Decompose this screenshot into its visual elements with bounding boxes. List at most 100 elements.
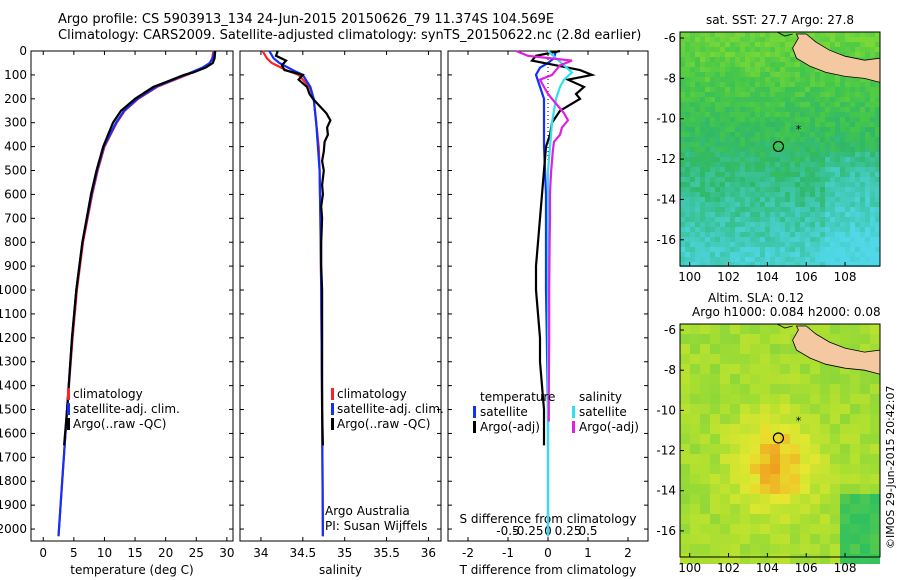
map-cell [810, 192, 815, 197]
map-cell [835, 187, 840, 192]
map-cell [820, 72, 825, 77]
map-cell [820, 262, 825, 267]
map-cell [790, 82, 795, 87]
map-cell [800, 434, 810, 444]
map-cell [725, 117, 730, 122]
map-cell [780, 217, 785, 222]
map-cell [815, 102, 820, 107]
map-cell [720, 72, 725, 77]
map-cell [710, 324, 720, 334]
map-cell [810, 324, 820, 334]
map-cell [720, 334, 730, 344]
map-y-tick-label: -6 [664, 323, 676, 337]
map-cell [860, 434, 870, 444]
map-cell [775, 247, 780, 252]
map-cell [800, 404, 810, 414]
map-cell [755, 257, 760, 262]
y-tick-label: 700 [4, 211, 27, 225]
map-cell [780, 87, 785, 92]
map-cell [685, 87, 690, 92]
map-cell [790, 92, 795, 97]
map-cell [840, 524, 850, 534]
map-cell [750, 494, 760, 504]
map-cell [695, 157, 700, 162]
map-cell [800, 484, 810, 494]
map-cell [710, 107, 715, 112]
map-cell [750, 484, 760, 494]
map-cell [845, 82, 850, 87]
map-cell [710, 77, 715, 82]
map-cell [760, 152, 765, 157]
map-cell [720, 232, 725, 237]
map-cell [840, 534, 850, 544]
map-cell [740, 424, 750, 434]
map-cell [810, 142, 815, 147]
map-cell [740, 52, 745, 57]
map-cell [780, 67, 785, 72]
map-cell [750, 444, 760, 454]
map-cell [680, 152, 685, 157]
map-cell [815, 182, 820, 187]
map-cell [830, 42, 835, 47]
map-cell [755, 222, 760, 227]
map-cell [720, 237, 725, 242]
map-cell [835, 82, 840, 87]
map-cell [850, 334, 860, 344]
map-cell [745, 67, 750, 72]
map-cell [735, 92, 740, 97]
map-cell [780, 52, 785, 57]
map-y-tick-label: -6 [664, 31, 676, 45]
map-cell [775, 77, 780, 82]
map-cell [875, 167, 880, 172]
map-cell [760, 217, 765, 222]
map-cell [820, 117, 825, 122]
map-cell [755, 247, 760, 252]
map-cell [760, 464, 770, 474]
map-cell [805, 162, 810, 167]
map-cell [860, 444, 870, 454]
map-cell [855, 142, 860, 147]
y-tick-label: 600 [4, 187, 27, 201]
map-cell [705, 192, 710, 197]
map-cell [850, 242, 855, 247]
map-cell [870, 247, 875, 252]
map-cell [830, 197, 835, 202]
map-cell [850, 117, 855, 122]
map-cell [710, 262, 715, 267]
map-cell [795, 132, 800, 137]
map-cell [720, 504, 730, 514]
map-cell [865, 232, 870, 237]
map-cell [820, 222, 825, 227]
map-cell [830, 182, 835, 187]
map-cell [700, 334, 710, 344]
map-cell [855, 42, 860, 47]
map-cell [850, 137, 855, 142]
map-cell [760, 324, 770, 334]
map-cell [705, 257, 710, 262]
map-cell [875, 87, 880, 92]
map-cell [795, 257, 800, 262]
map-cell [760, 394, 770, 404]
map-cell [685, 222, 690, 227]
map-cell [835, 262, 840, 267]
map-cell [765, 92, 770, 97]
map-cell [860, 404, 870, 414]
map-cell [730, 504, 740, 514]
map-cell [780, 454, 790, 464]
map-cell [830, 554, 840, 564]
map-cell [825, 257, 830, 262]
map-cell [865, 142, 870, 147]
map-cell [730, 414, 740, 424]
map-cell [725, 127, 730, 132]
map-cell [865, 167, 870, 172]
map-cell [840, 107, 845, 112]
map-cell [760, 242, 765, 247]
map-cell [815, 207, 820, 212]
map-cell [720, 77, 725, 82]
map-cell [810, 394, 820, 404]
map-cell [865, 127, 870, 132]
map-cell [795, 172, 800, 177]
map-cell [815, 107, 820, 112]
map-cell [830, 92, 835, 97]
map-cell [760, 62, 765, 67]
